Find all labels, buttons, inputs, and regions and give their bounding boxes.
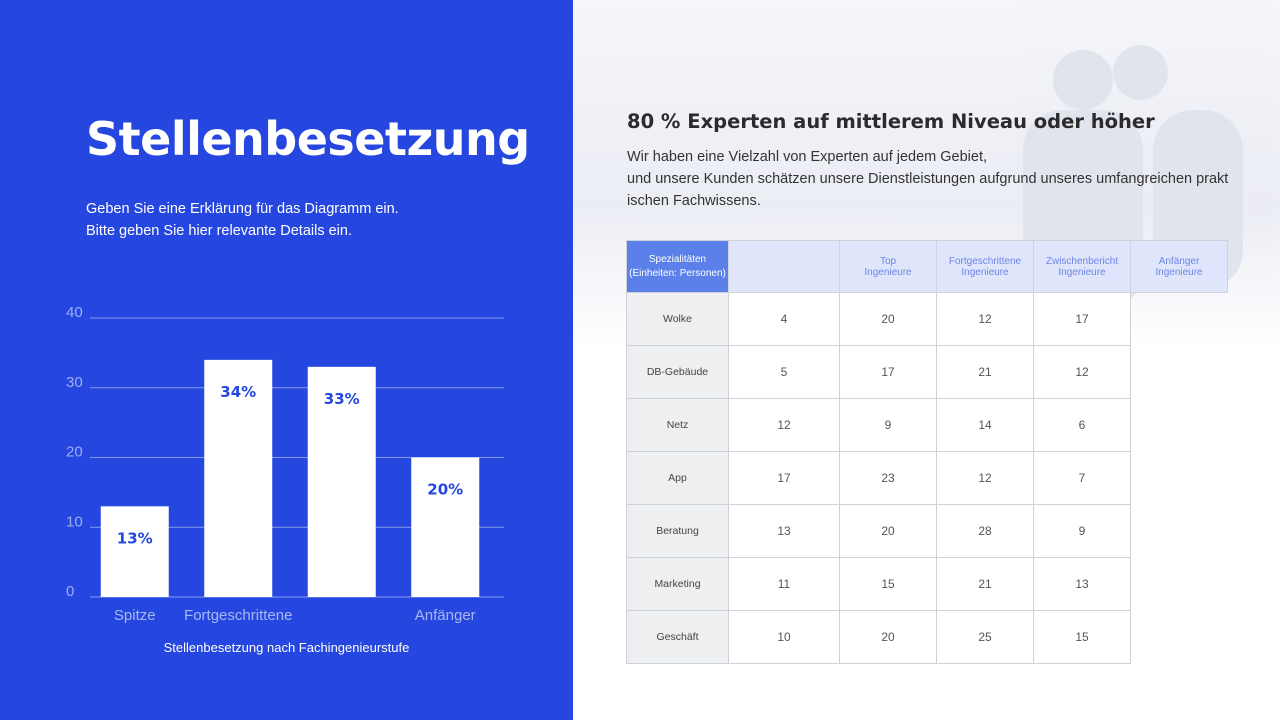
expert-table: Spezialitäten (Einheiten: Personen) Top I… xyxy=(626,240,1228,664)
table-cell: 17 xyxy=(839,345,937,399)
chart-caption: Stellenbesetzung nach Fachingenieurstufe xyxy=(163,640,410,655)
y-tick-label: 40 xyxy=(66,304,83,321)
table-cell: 6 xyxy=(1033,398,1131,452)
table-cell: 23 xyxy=(839,451,937,505)
bar xyxy=(411,457,480,597)
section-text-line: ischen Fachwissens. xyxy=(627,193,761,209)
table-cell: 7 xyxy=(1033,451,1131,505)
column-header-top: Top Ingenieure xyxy=(839,240,937,293)
table-cell: 21 xyxy=(936,345,1034,399)
table-cell: 13 xyxy=(1033,557,1131,611)
y-tick-label: 10 xyxy=(66,513,83,530)
section-text-line: Wir haben eine Vielzahl von Experten auf… xyxy=(627,149,988,165)
table-side-label: Spezialitäten (Einheiten: Personen) xyxy=(626,240,729,293)
row-header: App xyxy=(626,451,729,505)
table-cell: 20 xyxy=(839,610,937,664)
table-cell: 9 xyxy=(1033,504,1131,558)
table-cell: 28 xyxy=(936,504,1034,558)
row-header: Geschäft xyxy=(626,610,729,664)
table-cell: 21 xyxy=(936,557,1034,611)
table-cell: 12 xyxy=(936,292,1034,346)
table-cell: 14 xyxy=(936,398,1034,452)
section-text-line: und unsere Kunden schätzen unsere Dienst… xyxy=(627,171,1229,187)
section-heading: 80 % Experten auf mittlerem Niveau oder … xyxy=(627,110,1155,133)
table-row: App 17 23 12 7 xyxy=(626,451,1228,505)
table-row: Wolke 4 20 12 17 xyxy=(626,292,1228,346)
row-header: Wolke xyxy=(626,292,729,346)
row-header: Beratung xyxy=(626,504,729,558)
column-header-advanced: Fortgeschrittene Ingenieure xyxy=(936,240,1034,293)
table-cell: 15 xyxy=(1033,610,1131,664)
data-label: 13% xyxy=(117,529,153,547)
bar xyxy=(307,366,376,597)
table-row: Geschäft 10 20 25 15 xyxy=(626,610,1228,664)
table-cell: 20 xyxy=(839,292,937,346)
row-header: Netz xyxy=(626,398,729,452)
table-cell: 12 xyxy=(728,398,840,452)
table-cell: 4 xyxy=(728,292,840,346)
table-corner xyxy=(728,240,840,293)
table-cell: 13 xyxy=(728,504,840,558)
x-tick-label: Spitze xyxy=(114,607,156,624)
table-side-label-line: Spezialitäten xyxy=(648,253,707,265)
x-tick-label: Fortgeschrittene xyxy=(184,607,292,624)
table-row: Netz 12 9 14 6 xyxy=(626,398,1228,452)
column-header-intermediate: Zwischenbericht Ingenieure xyxy=(1033,240,1131,293)
y-tick-label: 20 xyxy=(66,444,83,461)
table-cell: 10 xyxy=(728,610,840,664)
row-header: Marketing xyxy=(626,557,729,611)
data-label: 34% xyxy=(220,383,256,401)
chart-description-line: Geben Sie eine Erklärung für das Diagram… xyxy=(86,201,399,217)
table-cell: 5 xyxy=(728,345,840,399)
table-row: Beratung 13 20 28 9 xyxy=(626,504,1228,558)
table-row: Marketing 11 15 21 13 xyxy=(626,557,1228,611)
bar xyxy=(204,359,273,597)
table-side-label-line: (Einheiten: Personen) xyxy=(629,267,726,279)
table-cell: 11 xyxy=(728,557,840,611)
x-tick-label: Anfänger xyxy=(415,607,476,624)
table-cell: 17 xyxy=(728,451,840,505)
chart-description-line: Bitte geben Sie hier relevante Details e… xyxy=(86,223,352,239)
table-cell: 9 xyxy=(839,398,937,452)
section-text: Wir haben eine Vielzahl von Experten auf… xyxy=(627,146,1237,212)
y-tick-label: 0 xyxy=(66,583,74,600)
data-label: 20% xyxy=(427,481,463,499)
table-cell: 15 xyxy=(839,557,937,611)
left-panel xyxy=(0,0,573,720)
row-header: DB-Gebäude xyxy=(626,345,729,399)
table-cell: 20 xyxy=(839,504,937,558)
data-label: 33% xyxy=(324,390,360,408)
table-cell: 12 xyxy=(1033,345,1131,399)
y-tick-label: 30 xyxy=(66,374,83,391)
page-title: Stellenbesetzung xyxy=(86,112,530,166)
chart-description: Geben Sie eine Erklärung für das Diagram… xyxy=(86,198,399,242)
bar xyxy=(100,506,169,597)
table-cell: 12 xyxy=(936,451,1034,505)
table-row: DB-Gebäude 5 17 21 12 xyxy=(626,345,1228,399)
table-cell: 25 xyxy=(936,610,1034,664)
table-cell: 17 xyxy=(1033,292,1131,346)
bar-chart: 0 10 20 30 40 13% Spitze 34% Fortgeschrittene 33%… xyxy=(66,304,504,624)
column-header-beginner: Anfänger Ingenieure xyxy=(1130,240,1228,293)
